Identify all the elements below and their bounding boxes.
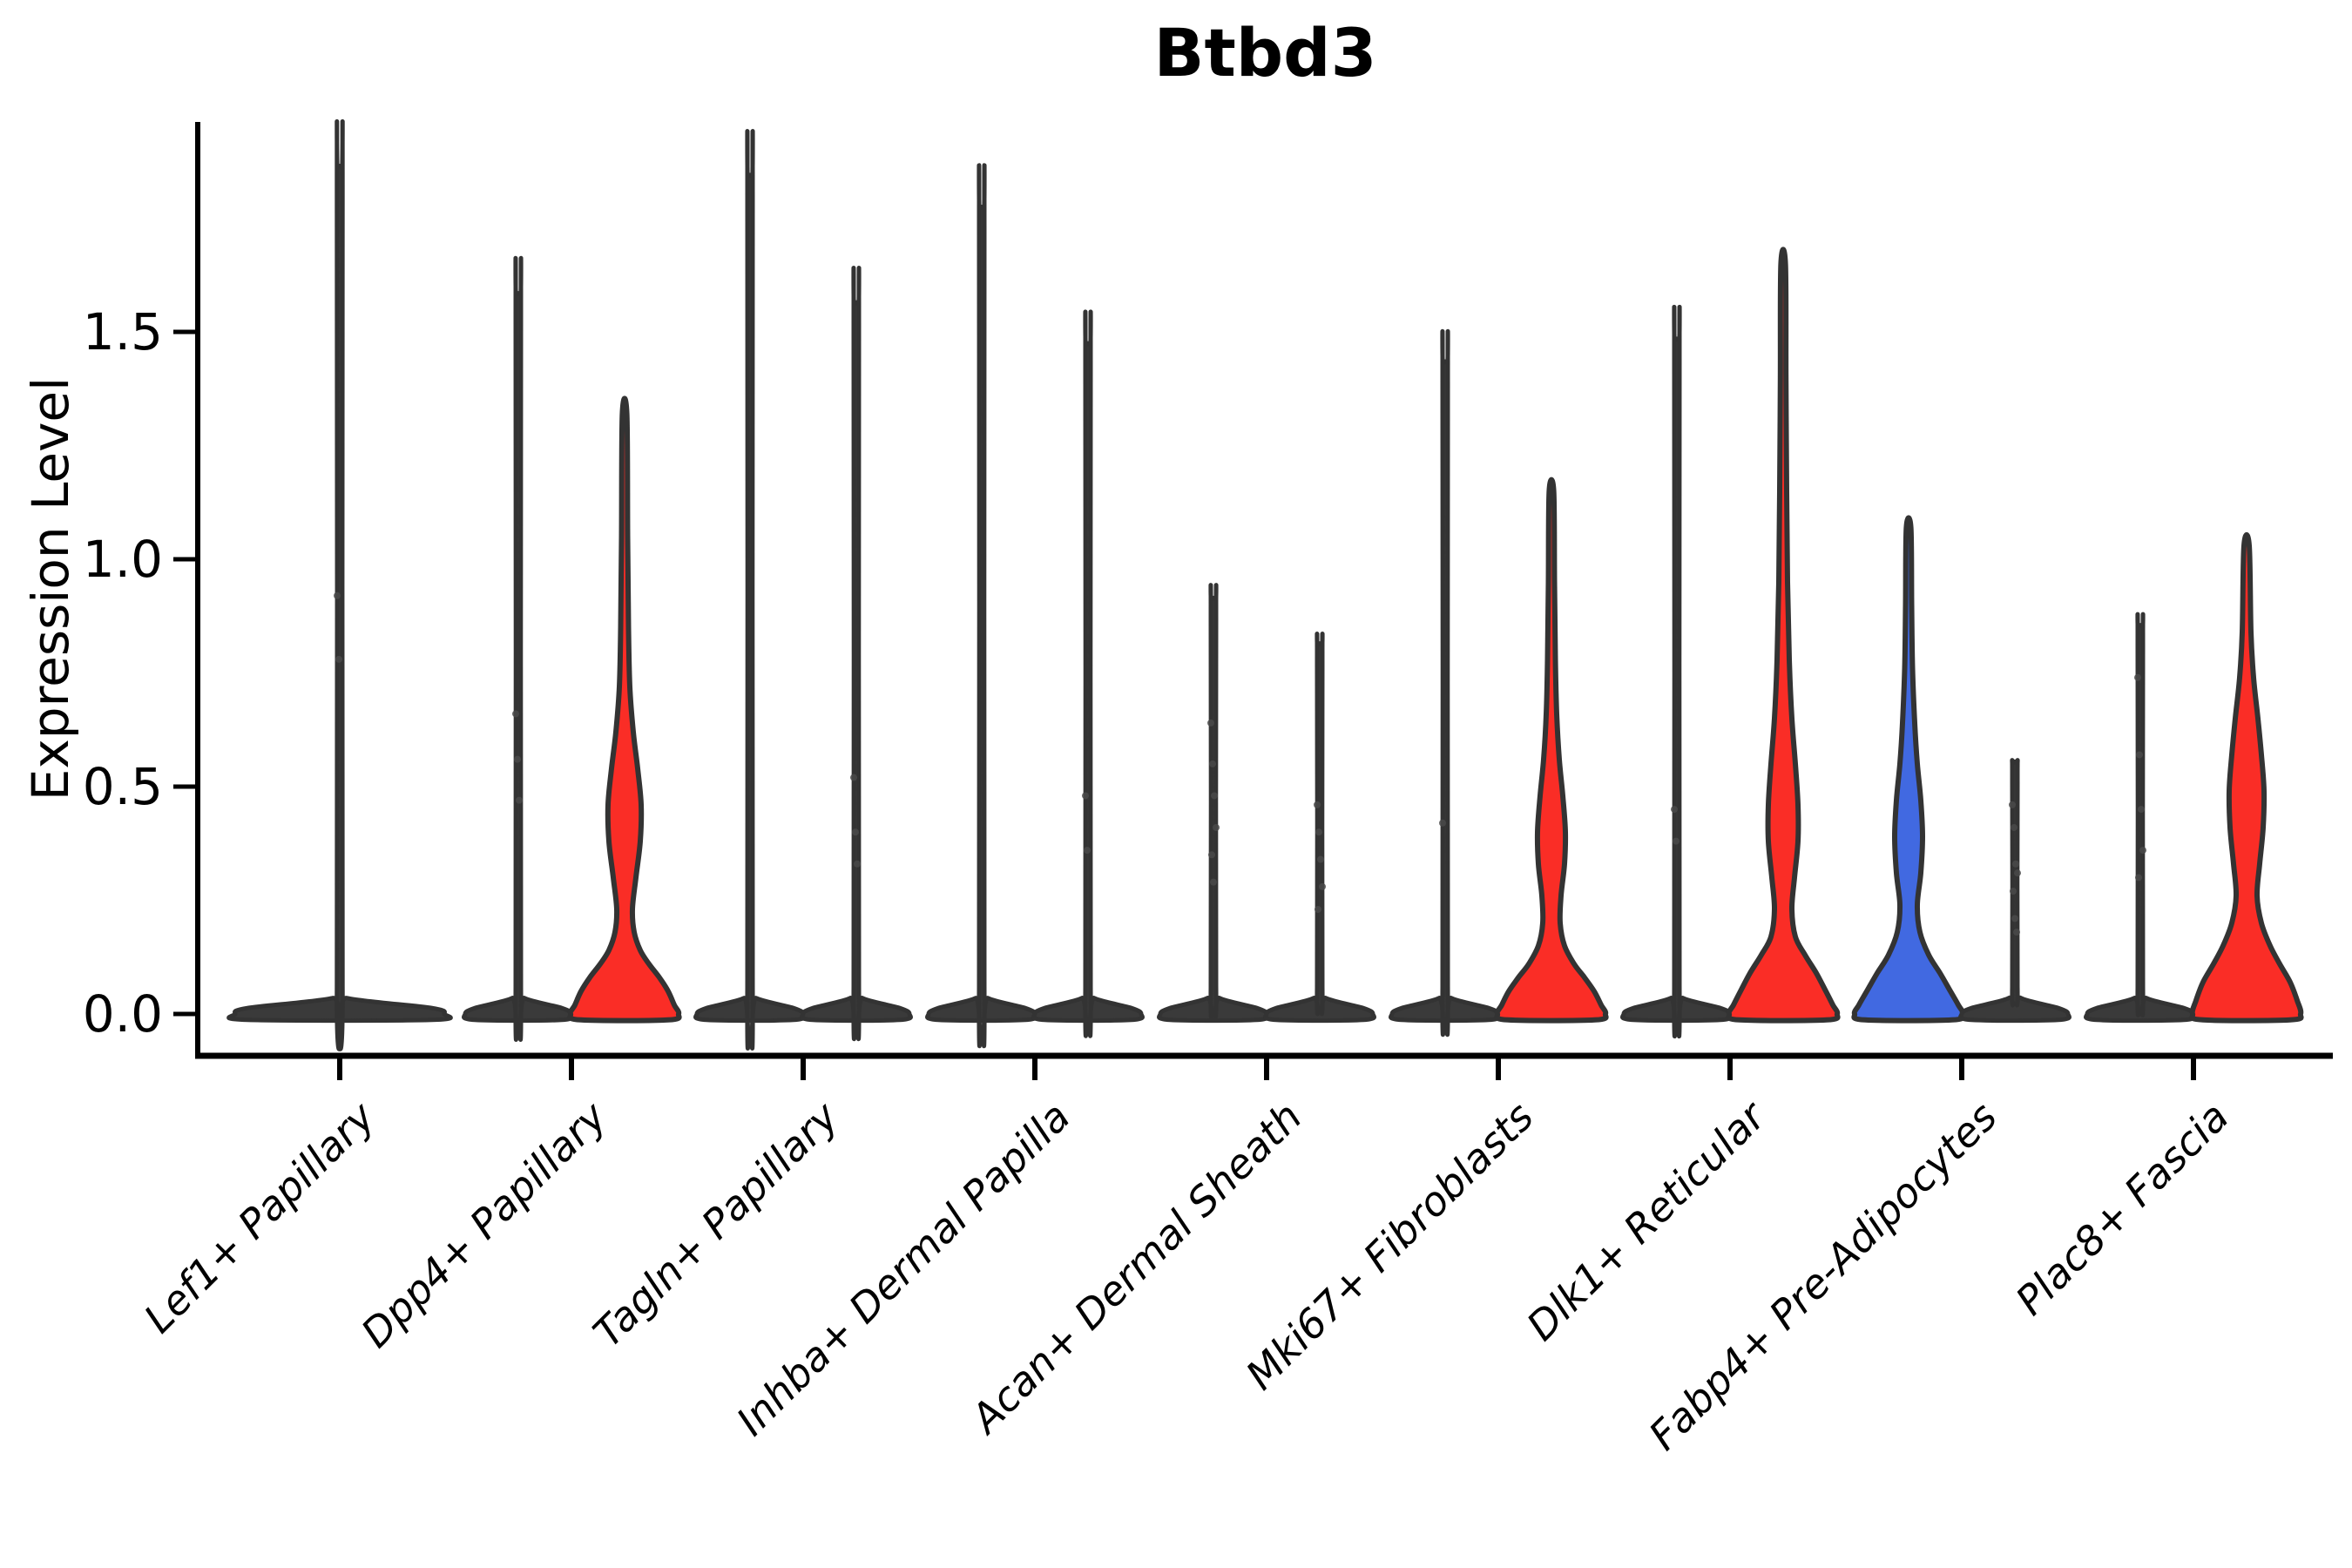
data-point [1211, 792, 1218, 800]
violin-4-left [1157, 583, 1270, 1024]
data-point [2011, 915, 2018, 923]
data-point [2139, 847, 2146, 855]
data-point [1210, 878, 1217, 886]
data-point [2134, 673, 2141, 681]
data-point [1319, 882, 1326, 890]
data-point [1084, 847, 1091, 855]
data-point [1439, 819, 1446, 827]
data-point [514, 755, 521, 763]
data-point [854, 860, 861, 868]
violin-8-right [2189, 531, 2304, 1024]
data-point [852, 828, 859, 836]
violin-5-right [1494, 476, 1609, 1024]
data-point [2013, 929, 2020, 936]
violin-5-left [1389, 329, 1502, 1037]
y-axis-label: Expression Level [21, 376, 80, 801]
violin-1-right [567, 395, 682, 1024]
data-point [2011, 823, 2017, 831]
data-point [2014, 869, 2021, 877]
violin-3-left [925, 163, 1038, 1049]
violin-6-left [1620, 304, 1734, 1038]
violin-3-right [1031, 309, 1145, 1038]
plot-title: Btbd3 [1153, 14, 1377, 91]
data-point [1317, 855, 1324, 863]
data-point [850, 774, 857, 781]
data-point [512, 710, 519, 718]
violin-2-right [800, 266, 913, 1042]
data-point [1671, 806, 1678, 814]
data-point [2135, 874, 2142, 882]
y-tick-label-1.0: 1.0 [82, 530, 163, 589]
data-point [1213, 823, 1220, 831]
data-point [2010, 888, 2017, 896]
data-point [1209, 760, 1216, 767]
data-point [2012, 860, 2019, 868]
violin-4-right [1263, 632, 1376, 1024]
data-point [516, 796, 523, 804]
violin-0-center [226, 119, 453, 1051]
data-point [334, 591, 341, 599]
y-tick-label-0.5: 0.5 [82, 757, 163, 816]
data-point [335, 655, 342, 663]
violin-2-left [693, 129, 807, 1051]
data-point [1673, 837, 1680, 845]
y-tick-label-1.5: 1.5 [82, 302, 163, 362]
violin-8-left [2084, 612, 2197, 1024]
data-point [2136, 751, 2143, 759]
data-point [2138, 806, 2145, 814]
data-point [2009, 801, 2016, 808]
violin-7-left [1851, 515, 1966, 1024]
data-point [1315, 828, 1322, 836]
data-point [1207, 719, 1214, 727]
data-point [1315, 905, 1321, 913]
data-point [1314, 801, 1321, 808]
violin-1-left [462, 255, 575, 1042]
data-point [1082, 792, 1089, 800]
violin-6-right [1726, 247, 1841, 1024]
data-point [1208, 851, 1215, 859]
y-tick-label-0.0: 0.0 [82, 984, 163, 1044]
